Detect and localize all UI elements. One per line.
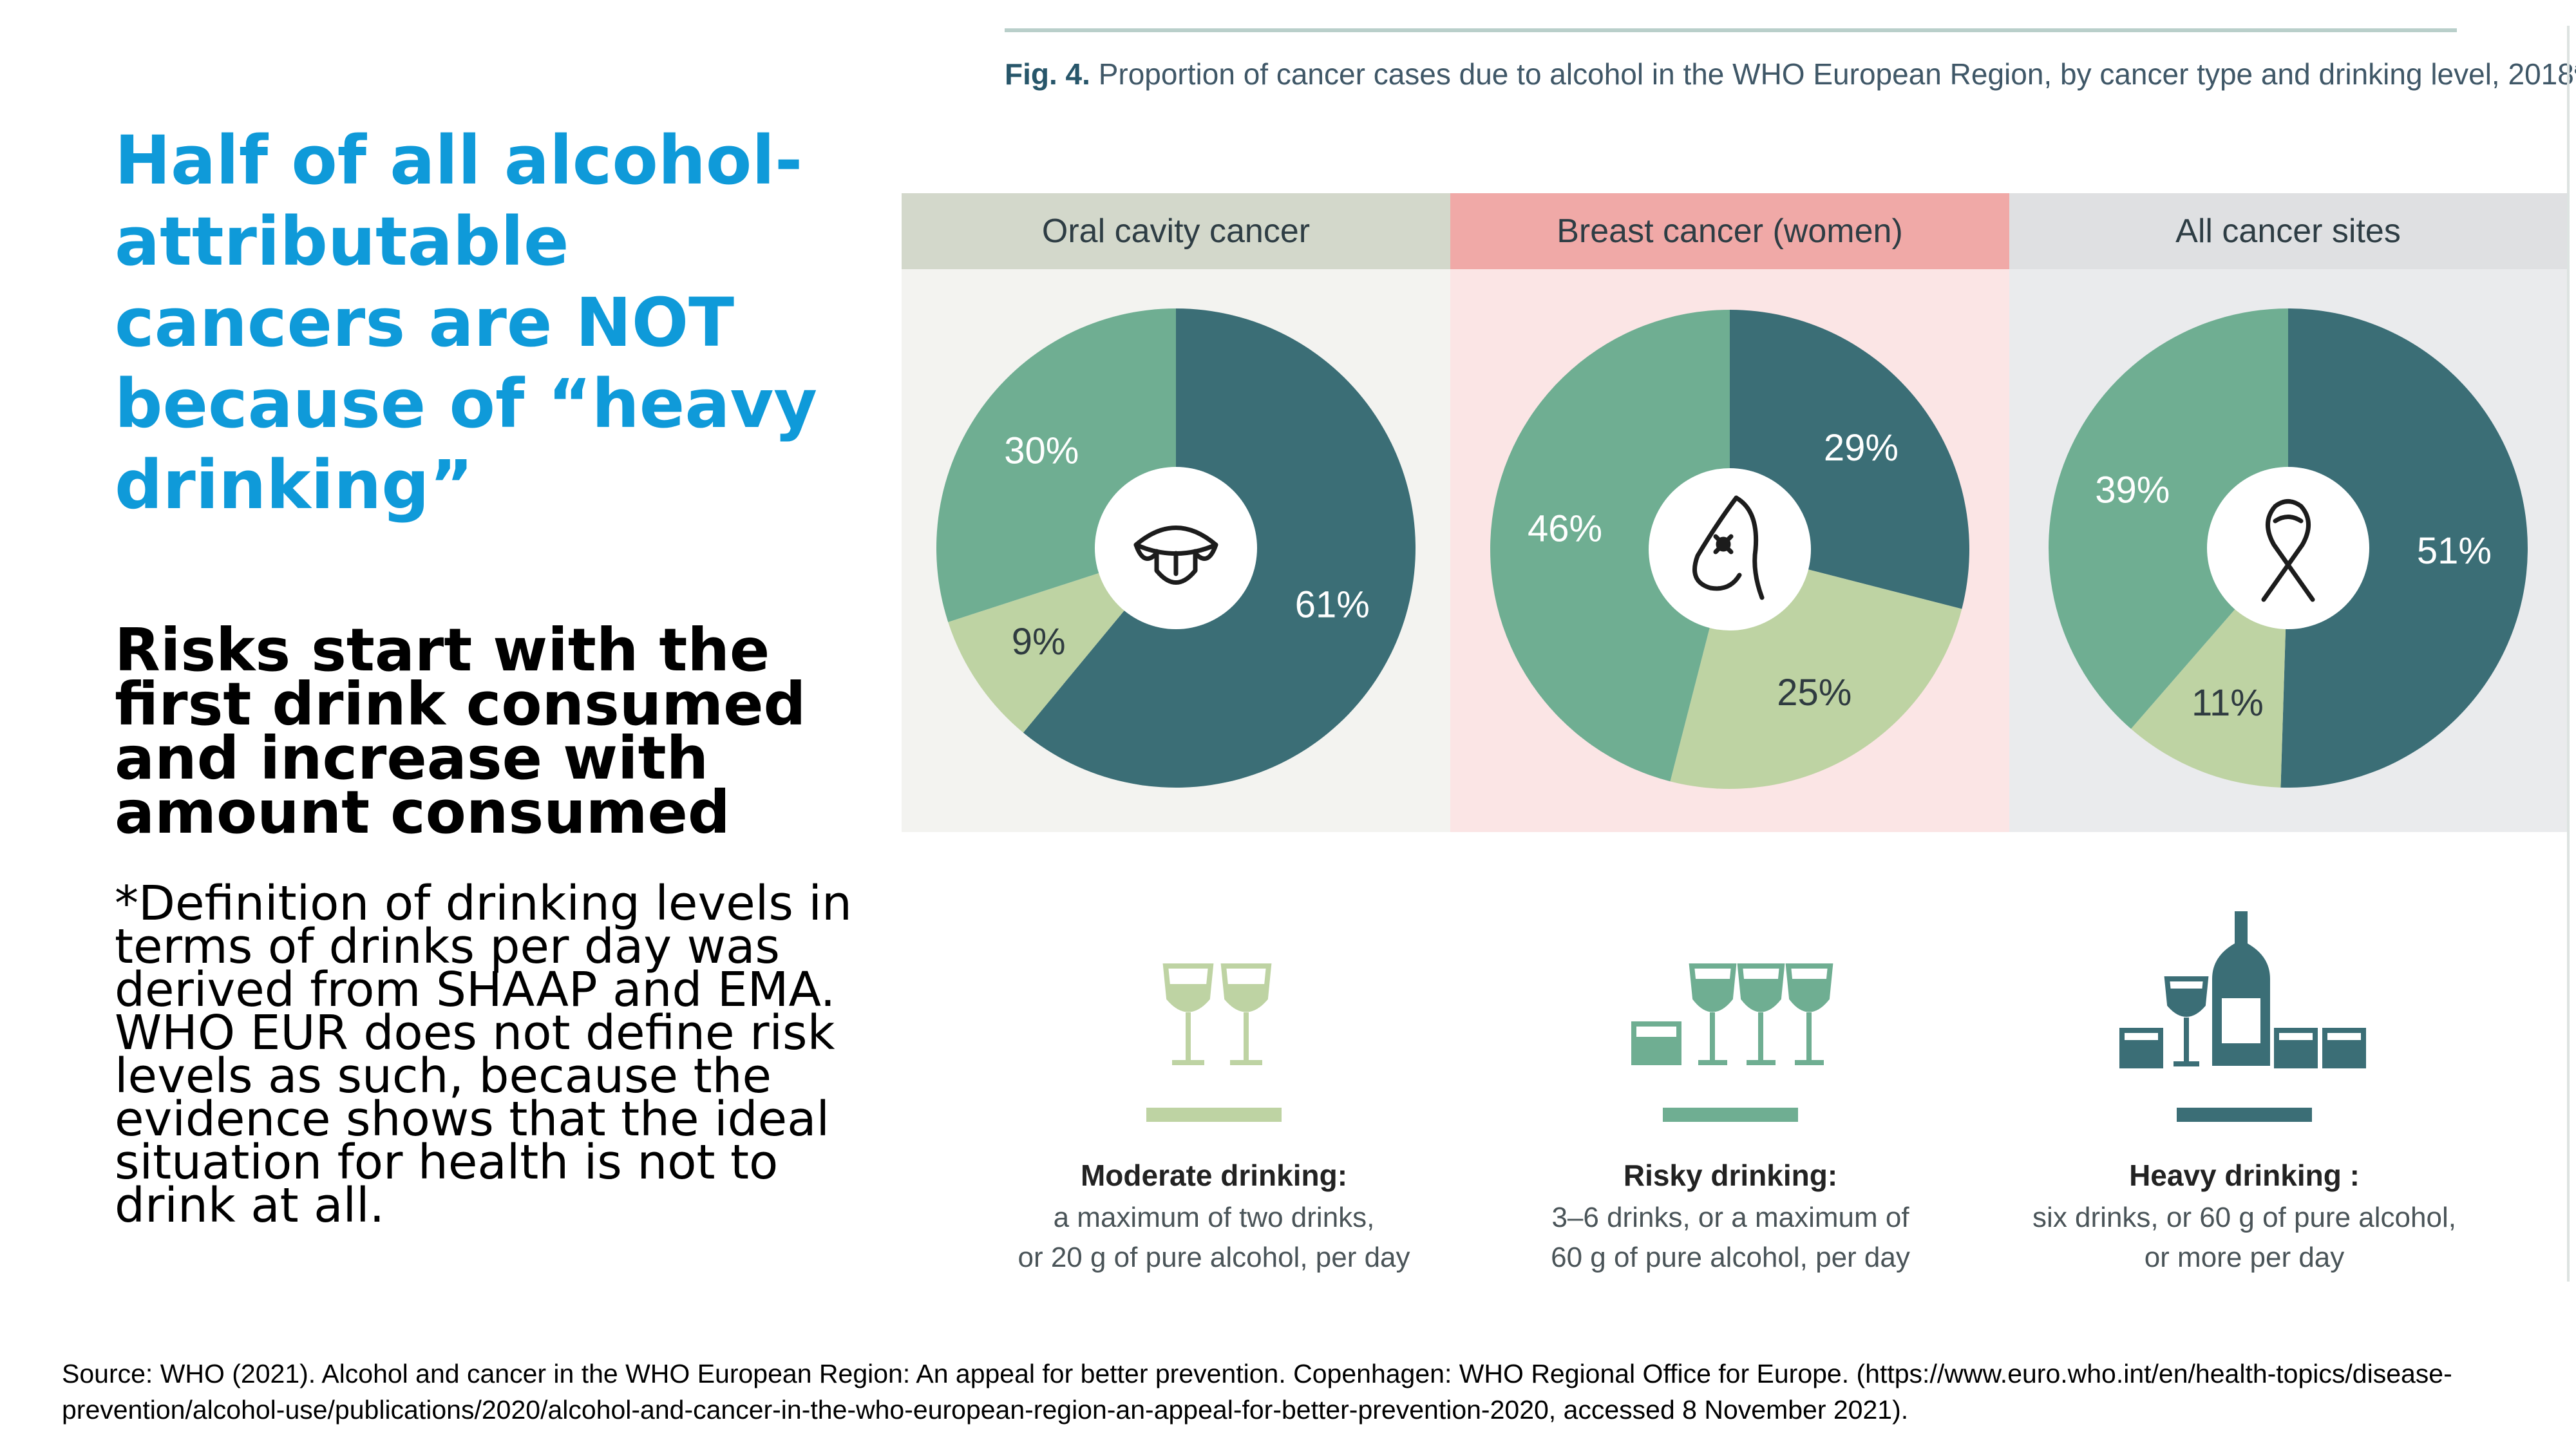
headline: Half of all alcohol-attributable cancers… (115, 121, 818, 524)
panel-body: 51% 11% 39% (2009, 269, 2567, 832)
pie-chart-all-cancer: 51% 11% 39% (2049, 308, 2528, 788)
legend-title: Heavy drinking : (2129, 1159, 2360, 1192)
subheading: Risks start with the first drink consume… (115, 616, 806, 847)
panel-body: 29% 25% 46% (1450, 269, 2009, 832)
legend-heavy: Heavy drinking : six drinks, or 60 g of … (1987, 908, 2502, 1278)
pie-slice-label: 51% (2417, 530, 2492, 572)
pie-slice-heavy (2280, 308, 2528, 788)
legend-description: a maximum of two drinks, or 20 g of pure… (1018, 1202, 1410, 1273)
panel-title: All cancer sites (2009, 193, 2567, 269)
pie-slice-label: 29% (1824, 427, 1899, 469)
pie-chart-breast: 29% 25% 46% (1490, 310, 1969, 789)
tongue-icon (1133, 526, 1218, 585)
panel-oral-cavity: Oral cavity cancer 61% 9% 30% (902, 193, 1450, 832)
three-glasses-and-tumbler-icon (1473, 908, 1988, 1082)
figure-caption: Fig. 4. Proportion of cancer cases due t… (1005, 57, 2576, 91)
pie-slice-label: 11% (2192, 682, 2264, 724)
pie-chart-oral-cavity: 61% 9% 30% (936, 308, 1416, 788)
legend-risky: Risky drinking: 3–6 drinks, or a maximum… (1473, 908, 1988, 1278)
breast-icon (1692, 495, 1765, 600)
figure-label: Fig. 4. (1005, 57, 1090, 91)
pie-center-hole (1095, 467, 1257, 629)
source-citation: Source: WHO (2021). Alcohol and cancer i… (62, 1359, 2452, 1425)
legend-color-bar-heavy (2177, 1108, 2312, 1122)
figure-caption-text: Proportion of cancer cases due to alcoho… (1098, 57, 2574, 91)
definition-note: *Definition of drinking levels in terms … (115, 876, 855, 1233)
legend-color-bar-risky (1663, 1108, 1798, 1122)
pie-slice-label: 61% (1295, 583, 1370, 625)
note-line: *Definition of drinking levels in terms … (115, 876, 852, 1018)
ribbon-icon (2261, 499, 2315, 602)
legend-color-bar-moderate (1146, 1108, 1282, 1122)
legend-description: 3–6 drinks, or a maximum of 60 g of pure… (1551, 1202, 1910, 1273)
panel-all-cancer: All cancer sites 51% 11% 39% (2009, 193, 2567, 832)
panel-breast: Breast cancer (women) 29% 25% 46% (1450, 193, 2009, 832)
legend-description: six drinks, or 60 g of pure alcohol, or … (2032, 1202, 2456, 1273)
pie-slice-label: 9% (1012, 621, 1066, 663)
right-border-rule (2567, 26, 2570, 1282)
legend-moderate: Moderate drinking: a maximum of two drin… (956, 908, 1472, 1278)
pie-slice-label: 39% (2095, 469, 2170, 511)
two-wine-glasses-icon (956, 908, 1472, 1082)
panel-title: Breast cancer (women) (1450, 193, 2009, 269)
pie-slice-label: 25% (1777, 672, 1852, 714)
panel-title: Oral cavity cancer (902, 193, 1450, 269)
note-line: WHO EUR does not define risk levels as s… (115, 1005, 835, 1233)
pie-slice-moderate (2049, 308, 2288, 729)
pie-slice-label: 46% (1528, 508, 1602, 550)
bottle-and-glasses-icon (1987, 908, 2502, 1082)
figure-top-rule (1005, 28, 2457, 32)
pie-center-hole (2207, 467, 2369, 629)
panel-body: 61% 9% 30% (902, 269, 1450, 832)
legend-title: Risky drinking: (1623, 1159, 1838, 1192)
legend-title: Moderate drinking: (1080, 1159, 1348, 1192)
pie-slice-label: 30% (1004, 430, 1079, 471)
pie-slice-moderate (1490, 310, 1730, 782)
footnote-marker: a (2574, 59, 2576, 78)
